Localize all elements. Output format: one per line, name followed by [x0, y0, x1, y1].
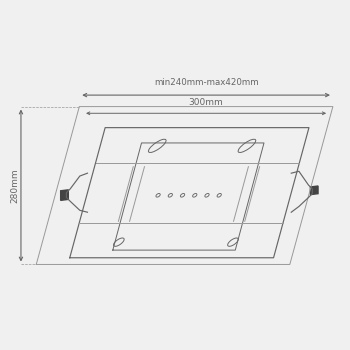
Polygon shape	[310, 186, 318, 195]
Text: 280mm: 280mm	[10, 168, 19, 203]
Text: 300mm: 300mm	[189, 98, 223, 107]
Polygon shape	[61, 190, 68, 200]
Text: min240mm-max420mm: min240mm-max420mm	[154, 78, 258, 88]
